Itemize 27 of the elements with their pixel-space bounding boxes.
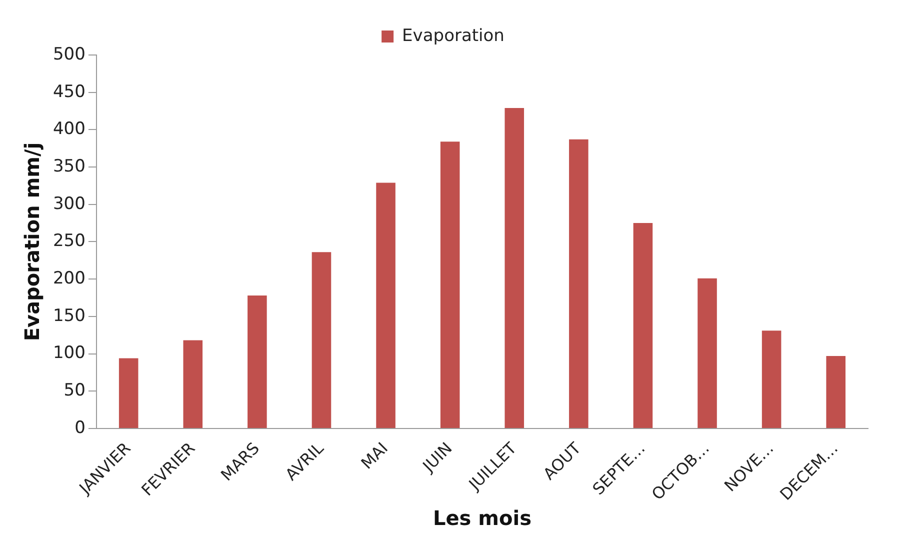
x-tick-label: MAI [357, 438, 392, 473]
y-tick-label: 350 [52, 156, 86, 176]
bar [826, 356, 846, 428]
y-tick-label: 100 [52, 343, 86, 364]
y-axis-title: Evaporation mm/j [20, 142, 44, 342]
bar [183, 340, 203, 428]
bar [762, 330, 782, 428]
y-tick-label: 450 [52, 82, 86, 102]
bar [440, 142, 460, 428]
y-tick-label: 500 [52, 44, 86, 64]
y-tick-label: 400 [52, 119, 86, 140]
y-tick-label: 200 [52, 268, 86, 288]
bar [118, 358, 138, 428]
x-axis-title: Les mois [432, 506, 532, 530]
legend-label: Evaporation [402, 26, 504, 46]
bar [376, 182, 396, 428]
y-tick-label: 0 [74, 418, 86, 438]
y-tick-label: 300 [52, 194, 86, 214]
bar [248, 295, 267, 428]
bar [312, 252, 332, 428]
y-tick-label: 250 [52, 231, 86, 252]
bar [633, 223, 653, 428]
bar [504, 108, 524, 428]
y-tick-label: 150 [52, 306, 86, 326]
bar [698, 278, 717, 428]
bar [569, 139, 588, 428]
y-tick-label: 50 [64, 380, 86, 401]
